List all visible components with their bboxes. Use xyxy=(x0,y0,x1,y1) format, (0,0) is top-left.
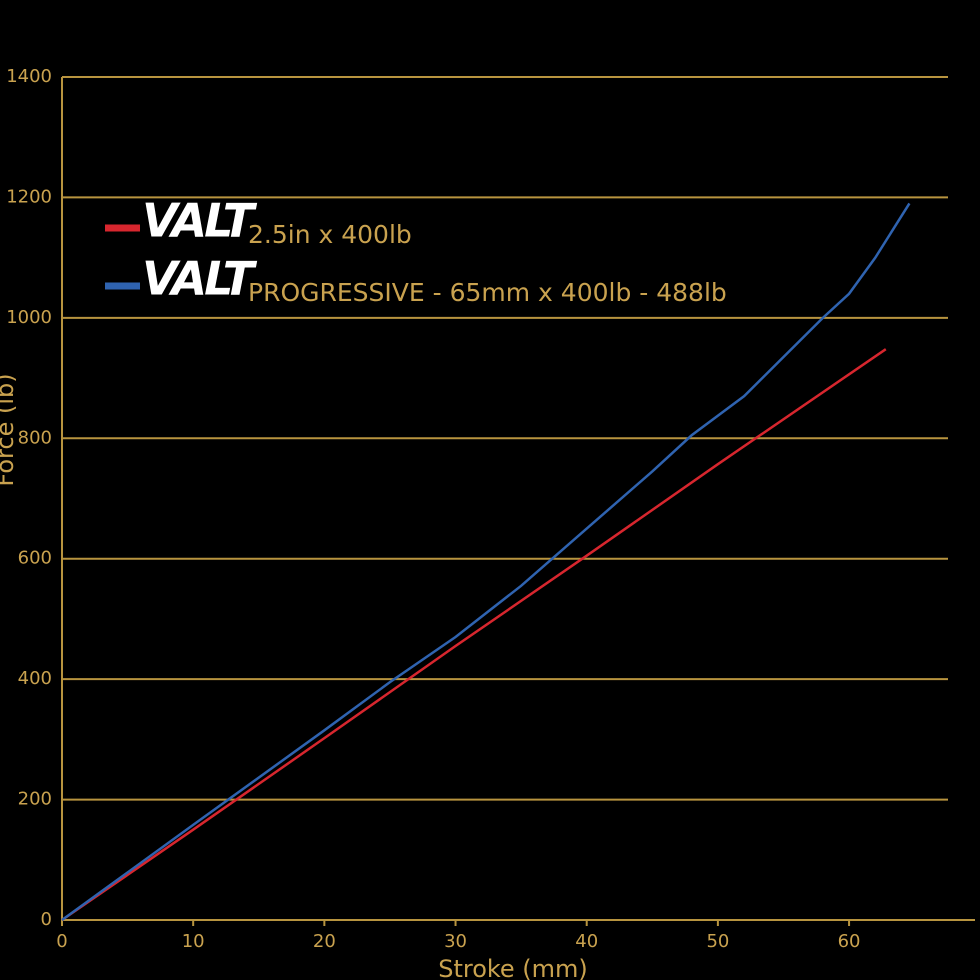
y-tick-label: 400 xyxy=(18,668,52,689)
legend-label: 2.5in x 400lb xyxy=(248,220,412,249)
x-tick-label: 10 xyxy=(182,931,205,952)
y-tick-label: 1200 xyxy=(6,186,52,207)
x-tick-label: 20 xyxy=(313,931,336,952)
x-tick-label: 60 xyxy=(838,931,861,952)
y-tick-label: 1400 xyxy=(6,66,52,87)
legend-brand: VALT xyxy=(142,252,258,306)
x-tick-label: 50 xyxy=(706,931,729,952)
x-tick-label: 30 xyxy=(444,931,467,952)
x-tick-label: 40 xyxy=(575,931,598,952)
y-tick-label: 1000 xyxy=(6,307,52,328)
legend-label: PROGRESSIVE - 65mm x 400lb - 488lb xyxy=(248,278,727,307)
series-line xyxy=(61,202,911,922)
legend-brand: VALT xyxy=(142,194,258,248)
y-axis-title: Force (lb) xyxy=(0,373,19,486)
x-tick-label: 0 xyxy=(56,931,67,952)
y-tick-label: 0 xyxy=(41,909,52,930)
y-tick-label: 600 xyxy=(18,548,52,569)
y-tick-label: 200 xyxy=(18,789,52,810)
y-tick-label: 800 xyxy=(18,427,52,448)
series-line xyxy=(61,348,887,922)
x-axis-title: Stroke (mm) xyxy=(438,955,588,980)
